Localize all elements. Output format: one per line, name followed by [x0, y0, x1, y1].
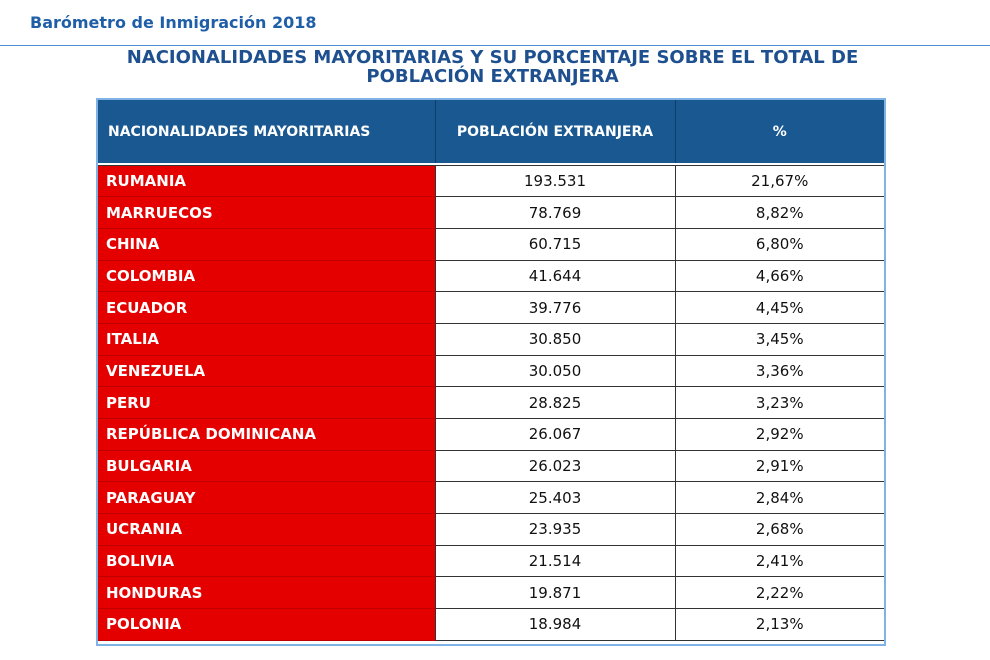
table-row: HONDURAS 19.871 2,22% — [98, 576, 884, 610]
population-cell: 30.850 — [435, 323, 676, 356]
document-title-line-2: POBLACIÓN EXTRANJERA — [366, 66, 619, 87]
table-body: RUMANIA 193.531 21,67% MARRUECOS 78.769 8,82%… — [98, 163, 884, 641]
percent-cell: 21,67% — [675, 165, 884, 198]
population-cell: 25.403 — [435, 481, 676, 515]
table-row: UCRANIA 23.935 2,68% — [98, 513, 884, 546]
table-row: POLONIA 18.984 2,13% — [98, 608, 884, 641]
population-cell: 78.769 — [435, 196, 676, 229]
table-row: RUMANIA 193.531 21,67% — [98, 165, 884, 198]
percent-cell: 4,66% — [675, 260, 884, 293]
nationalities-table-frame: NACIONALIDADES MAYORITARIAS POBLACIÓN EX… — [96, 98, 886, 646]
nationality-cell: REPÚBLICA DOMINICANA — [98, 418, 436, 451]
percent-cell: 2,92% — [675, 418, 884, 451]
nationality-cell: RUMANIA — [98, 165, 436, 198]
population-cell: 193.531 — [435, 165, 676, 198]
spacer-cell — [675, 163, 884, 166]
table-row: BULGARIA 26.023 2,91% — [98, 450, 884, 483]
table-row: PARAGUAY 25.403 2,84% — [98, 481, 884, 515]
percent-cell: 3,23% — [675, 386, 884, 419]
population-cell: 60.715 — [435, 228, 676, 261]
percent-cell: 2,91% — [675, 450, 884, 483]
nationality-cell: ECUADOR — [98, 291, 436, 324]
percent-cell: 2,13% — [675, 608, 884, 641]
percent-cell: 2,84% — [675, 481, 884, 515]
nationality-cell: POLONIA — [98, 608, 436, 641]
table-row: MARRUECOS 78.769 8,82% — [98, 196, 884, 229]
nationality-cell: ITALIA — [98, 323, 436, 356]
percent-cell: 3,45% — [675, 323, 884, 356]
nationality-cell: PARAGUAY — [98, 481, 436, 515]
population-cell: 26.067 — [435, 418, 676, 451]
table-row: VENEZUELA 30.050 3,36% — [98, 355, 884, 388]
spacer-cell — [435, 163, 675, 166]
nationality-cell: MARRUECOS — [98, 196, 436, 229]
population-cell: 19.871 — [435, 576, 676, 610]
population-cell: 30.050 — [435, 355, 676, 388]
nationality-cell: COLOMBIA — [98, 260, 436, 293]
document-title-line-1: NACIONALIDADES MAYORITARIAS Y SU PORCENT… — [126, 47, 859, 68]
column-header-percent: % — [675, 100, 884, 163]
percent-cell: 3,36% — [675, 355, 884, 388]
population-cell: 28.825 — [435, 386, 676, 419]
percent-cell: 2,41% — [675, 545, 884, 578]
nationality-cell: BULGARIA — [98, 450, 436, 483]
percent-cell: 8,82% — [675, 196, 884, 229]
percent-cell: 6,80% — [675, 228, 884, 261]
report-header-title: Barómetro de Inmigración 2018 — [30, 13, 317, 32]
nationality-cell: HONDURAS — [98, 576, 436, 610]
nationality-cell: VENEZUELA — [98, 355, 436, 388]
column-header-nationality: NACIONALIDADES MAYORITARIAS — [98, 100, 436, 163]
table-row: REPÚBLICA DOMINICANA 26.067 2,92% — [98, 418, 884, 451]
percent-cell: 4,45% — [675, 291, 884, 324]
table-row: COLOMBIA 41.644 4,66% — [98, 260, 884, 293]
population-cell: 41.644 — [435, 260, 676, 293]
header-spacer — [98, 163, 884, 166]
nationalities-table: NACIONALIDADES MAYORITARIAS POBLACIÓN EX… — [98, 100, 884, 641]
spacer-cell — [98, 163, 435, 166]
column-header-population: POBLACIÓN EXTRANJERA — [435, 100, 676, 163]
population-cell: 21.514 — [435, 545, 676, 578]
table-row: PERU 28.825 3,23% — [98, 386, 884, 419]
header-divider — [0, 45, 990, 46]
nationality-cell: UCRANIA — [98, 513, 436, 546]
nationality-cell: PERU — [98, 386, 436, 419]
population-cell: 23.935 — [435, 513, 676, 546]
nationality-cell: CHINA — [98, 228, 436, 261]
percent-cell: 2,22% — [675, 576, 884, 610]
table-row: CHINA 60.715 6,80% — [98, 228, 884, 261]
table-row: ECUADOR 39.776 4,45% — [98, 291, 884, 324]
population-cell: 26.023 — [435, 450, 676, 483]
table-row: ITALIA 30.850 3,45% — [98, 323, 884, 356]
population-cell: 18.984 — [435, 608, 676, 641]
document-title: NACIONALIDADES MAYORITARIAS Y SU PORCENT… — [100, 48, 885, 86]
percent-cell: 2,68% — [675, 513, 884, 546]
table-row: BOLIVIA 21.514 2,41% — [98, 545, 884, 578]
table-header-row: NACIONALIDADES MAYORITARIAS POBLACIÓN EX… — [98, 100, 884, 163]
nationality-cell: BOLIVIA — [98, 545, 436, 578]
population-cell: 39.776 — [435, 291, 676, 324]
